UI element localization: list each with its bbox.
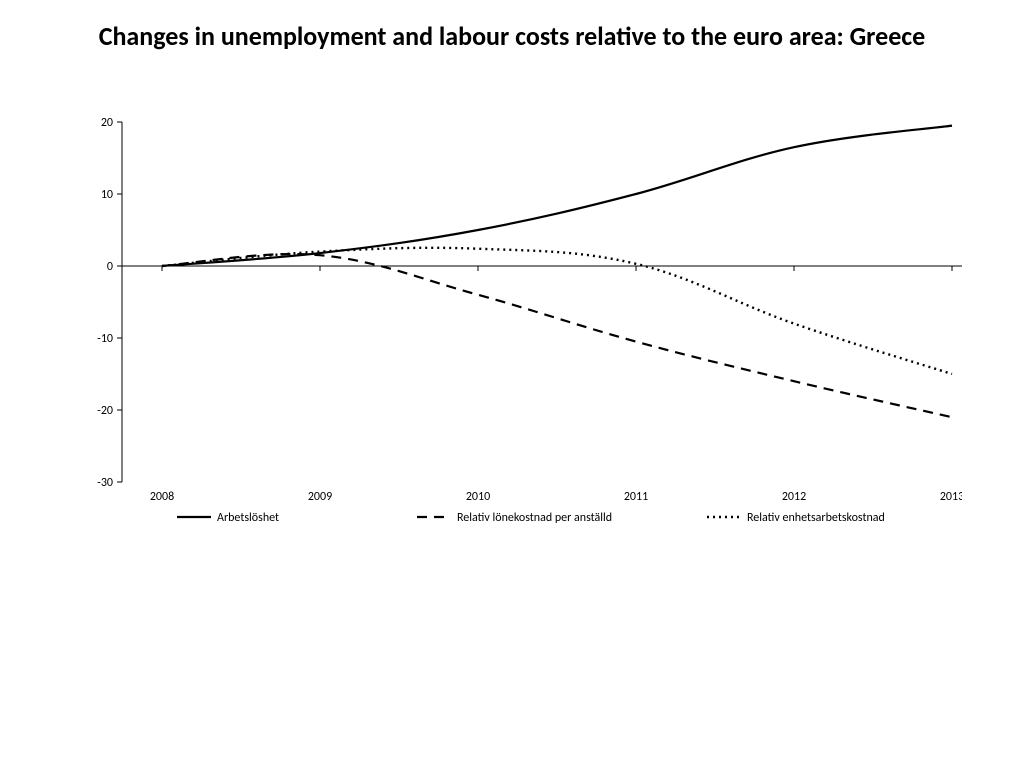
- legend-label-1: Relativ lönekostnad per anställd: [457, 511, 612, 525]
- series-line-1: [162, 254, 952, 417]
- series-line-0: [162, 125, 952, 265]
- x-tick-label: 2008: [150, 490, 174, 504]
- y-tick-label: 10: [101, 188, 113, 202]
- y-tick-label: 0: [107, 260, 113, 274]
- y-tick-label: -30: [97, 476, 113, 490]
- y-tick-label: -20: [97, 404, 113, 418]
- x-tick-label: 2009: [308, 490, 332, 504]
- series-line-2: [162, 248, 952, 374]
- x-tick-label: 2010: [466, 490, 490, 504]
- legend-label-2: Relativ enhetsarbetskostnad: [747, 511, 885, 525]
- line-chart: 20100-10-20-30200820092010201120122013Ar…: [62, 112, 962, 532]
- y-tick-label: 20: [101, 116, 113, 130]
- y-tick-label: -10: [97, 332, 113, 346]
- chart-container: 20100-10-20-30200820092010201120122013Ar…: [62, 112, 962, 532]
- x-tick-label: 2012: [782, 490, 806, 504]
- x-tick-label: 2011: [624, 490, 648, 504]
- legend-label-0: Arbetslöshet: [217, 511, 279, 525]
- x-tick-label: 2013: [940, 490, 962, 504]
- chart-title: Changes in unemployment and labour costs…: [0, 0, 1024, 52]
